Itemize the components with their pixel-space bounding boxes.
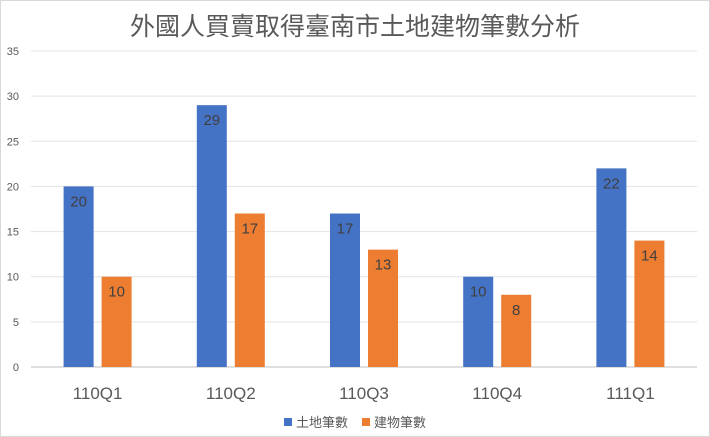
bars [63, 105, 665, 368]
data-label: 8 [512, 302, 520, 319]
x-tick-label: 110Q3 [339, 384, 389, 403]
bar [596, 168, 627, 367]
y-tick-label: 35 [7, 46, 19, 58]
data-label: 14 [641, 248, 658, 265]
y-tick-label: 0 [13, 362, 19, 374]
x-tick-label: 110Q1 [73, 384, 123, 403]
gridlines [31, 50, 697, 368]
legend-swatch [362, 417, 370, 426]
y-tick-label: 10 [7, 272, 19, 284]
x-tick-label: 111Q1 [606, 384, 655, 403]
bar [101, 276, 132, 367]
y-tick-label: 20 [7, 181, 19, 193]
data-labels: 20 10 29 17 17 13 10 8 22 14 [70, 112, 657, 319]
x-tick-label: 110Q2 [206, 384, 256, 403]
bar [368, 249, 398, 367]
y-tick-label: 5 [13, 317, 19, 329]
chart-title: 外國人買賣取得臺南市土地建物筆數分析 [129, 12, 580, 41]
bar [63, 186, 94, 367]
data-label: 22 [603, 175, 620, 192]
legend-label: 建物筆數 [374, 416, 427, 431]
legend-item: 建物筆數 [362, 412, 426, 431]
data-label: 17 [241, 221, 258, 238]
x-axis-ticks: 110Q1 110Q2 110Q3 110Q4 111Q1 [73, 384, 655, 403]
data-label: 10 [108, 284, 125, 301]
bar [634, 240, 665, 367]
y-tick-label: 25 [7, 136, 19, 148]
bar [501, 294, 532, 367]
x-tick-label: 110Q4 [472, 384, 522, 403]
data-label: 10 [470, 284, 487, 301]
y-tick-label: 30 [7, 91, 19, 103]
bar [463, 276, 494, 367]
bar [330, 213, 360, 367]
legend: 土地筆數 建物筆數 [1, 412, 709, 431]
legend-label: 土地筆數 [295, 416, 348, 431]
y-tick-label: 15 [7, 227, 19, 239]
bar [196, 105, 227, 368]
legend-item: 土地筆數 [283, 412, 348, 431]
data-label: 29 [203, 112, 220, 129]
data-label: 17 [337, 221, 354, 238]
bar [234, 213, 265, 367]
legend-swatch [283, 417, 292, 426]
y-axis-ticks: 0 5 10 15 20 25 30 35 [7, 46, 19, 374]
data-label: 13 [375, 257, 392, 274]
data-label: 20 [70, 193, 87, 210]
